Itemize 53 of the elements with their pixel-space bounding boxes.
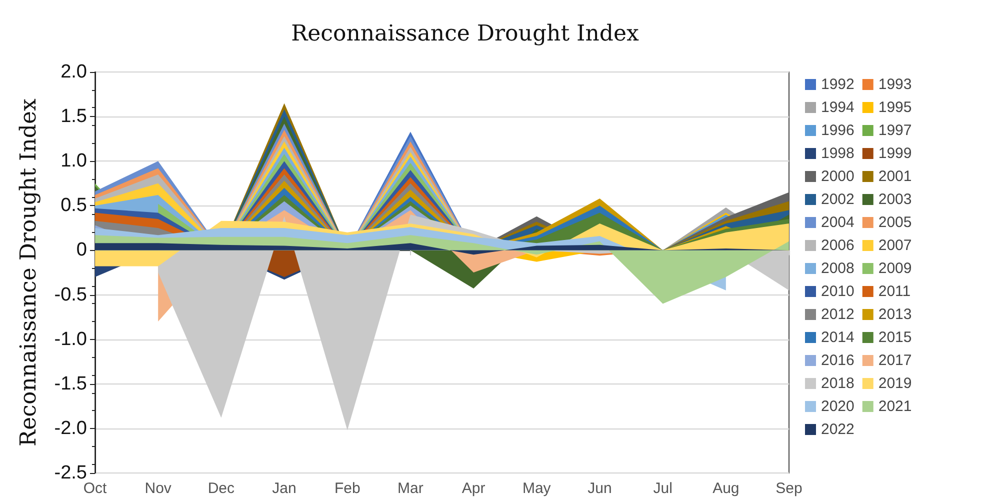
legend-label: 2016 xyxy=(821,352,854,369)
legend-label: 2022 xyxy=(821,421,854,438)
legend-label: 2014 xyxy=(821,329,854,346)
legend-label: 1992 xyxy=(821,76,854,93)
x-tick-label: Sep xyxy=(776,480,802,497)
legend-label: 2005 xyxy=(878,214,912,231)
legend-label: 1995 xyxy=(878,99,912,116)
x-tick-label: Jul xyxy=(653,480,672,497)
y-tick-label: -1.0 xyxy=(54,328,87,350)
legend-label: 1994 xyxy=(821,99,854,116)
legend-label: 1999 xyxy=(878,145,912,162)
x-tick-label: Aug xyxy=(712,480,740,497)
x-tick-label: Dec xyxy=(208,480,236,497)
legend-label: 1997 xyxy=(878,122,912,139)
legend-label: 2002 xyxy=(821,191,854,208)
legend-label: 2021 xyxy=(878,398,912,415)
x-tick-label: Mar xyxy=(398,480,424,497)
y-tick-label: 2.0 xyxy=(60,62,87,82)
legend-label: 2006 xyxy=(821,237,854,254)
legend-label: 2017 xyxy=(878,352,912,369)
x-tick-label: Jun xyxy=(588,480,612,497)
legend-label: 2009 xyxy=(878,260,912,277)
legend-label: 2015 xyxy=(878,329,912,346)
legend-label: 2012 xyxy=(821,306,854,323)
y-axis-title: Reconnaissance Drought Index xyxy=(16,98,42,446)
legend-label: 1998 xyxy=(821,145,854,162)
legend-label: 2011 xyxy=(878,283,911,300)
legend-label: 1996 xyxy=(821,122,854,139)
legend-label: 2007 xyxy=(878,237,912,254)
legend-label: 2000 xyxy=(821,168,854,185)
legend-label: 2003 xyxy=(878,191,912,208)
legend-label: 2008 xyxy=(821,260,854,277)
x-tick-label: Feb xyxy=(334,480,360,497)
y-tick-label: -0.5 xyxy=(54,284,87,306)
legend-label: 2018 xyxy=(821,375,854,392)
legend-label: 2019 xyxy=(878,375,912,392)
legend-label: 2013 xyxy=(878,306,912,323)
legend-label: 2004 xyxy=(821,214,854,231)
y-tick-label: 1.5 xyxy=(60,106,87,128)
legend-label: 2010 xyxy=(821,283,854,300)
y-tick-label: -2.0 xyxy=(54,418,87,439)
chart-title: Reconnaissance Drought Index xyxy=(291,22,640,46)
x-tick-label: May xyxy=(522,480,552,497)
y-tick-label: 0.5 xyxy=(60,195,87,216)
legend-label: 2001 xyxy=(878,168,912,185)
legend-label: 1993 xyxy=(878,76,912,93)
y-tick-label: -1.5 xyxy=(54,373,87,394)
y-tick-label: 1.0 xyxy=(60,150,87,172)
x-tick-label: Apr xyxy=(462,480,486,497)
legend-label: 2020 xyxy=(821,398,854,415)
x-tick-label: Jan xyxy=(272,480,296,497)
y-tick-label: 0 xyxy=(76,240,87,261)
x-tick-label: Nov xyxy=(144,480,172,497)
